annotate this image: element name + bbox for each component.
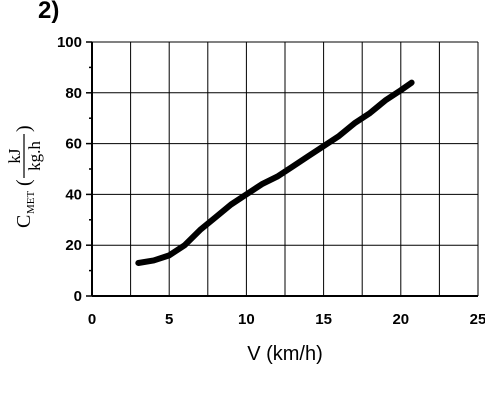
- y-label-denominator: kg.h: [25, 141, 44, 171]
- y-label-paren: (: [13, 179, 35, 186]
- data-line: [135, 79, 415, 266]
- x-tick-label: 15: [315, 311, 332, 328]
- y-label-paren: ): [13, 125, 35, 132]
- y-label-symbol: C: [13, 215, 35, 228]
- y-label-subscript: MET: [25, 191, 37, 215]
- y-label-numerator: kJ: [5, 148, 24, 164]
- y-axis-label: C MET ( kJ kg.h ): [5, 125, 44, 228]
- x-tick-label: 5: [165, 311, 173, 328]
- y-tick-label: 100: [57, 34, 82, 51]
- y-tick-label: 80: [65, 85, 82, 102]
- x-tick-label: 25: [470, 311, 485, 328]
- x-tick-label: 0: [88, 311, 96, 328]
- y-tick-label: 40: [65, 186, 82, 203]
- y-tick-label: 20: [65, 237, 82, 254]
- x-axis-label: V (km/h): [247, 343, 323, 365]
- x-tick-label: 10: [238, 311, 255, 328]
- y-tick-label: 60: [65, 136, 82, 153]
- y-tick-label: 0: [74, 288, 82, 305]
- x-tick-label: 20: [392, 311, 409, 328]
- chart-title: 2): [38, 0, 59, 24]
